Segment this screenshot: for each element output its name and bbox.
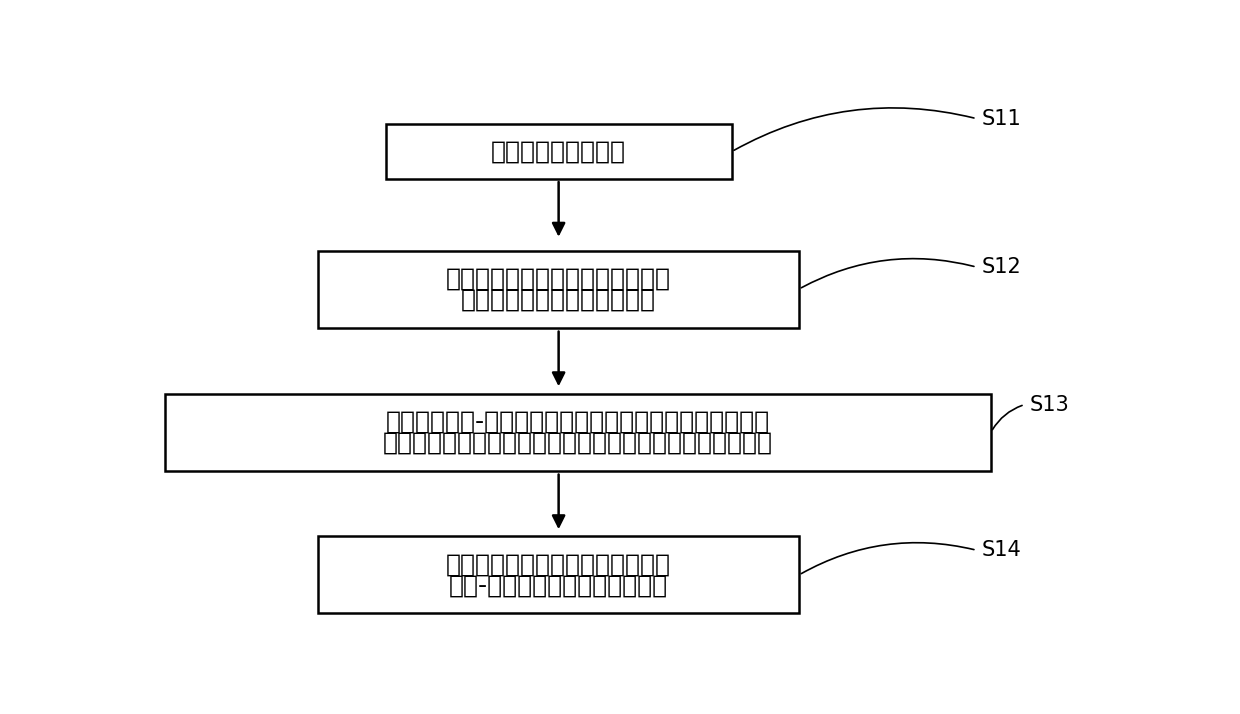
Text: 车辆自身的固有频率和阻尼比: 车辆自身的固有频率和阻尼比 xyxy=(461,288,656,311)
Bar xyxy=(165,393,991,471)
Text: S13: S13 xyxy=(1029,395,1069,415)
Text: 控制-位置传递函数实现位置跟踪: 控制-位置传递函数实现位置跟踪 xyxy=(449,573,668,598)
Bar xyxy=(319,536,799,613)
Text: S11: S11 xyxy=(982,109,1022,129)
Text: 通过设置前馈增益和反馈增益调整: 通过设置前馈增益和反馈增益调整 xyxy=(446,266,671,291)
Text: 车速反馈控制系统内稳定，并且逐渐地实现零速度跟踪误差: 车速反馈控制系统内稳定，并且逐渐地实现零速度跟踪误差 xyxy=(383,431,773,455)
Text: 在内模补偿器的作用下，使得车辆: 在内模补偿器的作用下，使得车辆 xyxy=(446,553,671,576)
Text: 建立车辆动力学模型: 建立车辆动力学模型 xyxy=(491,140,626,164)
Bar xyxy=(319,251,799,328)
Bar xyxy=(386,124,732,179)
Text: S12: S12 xyxy=(982,257,1022,277)
Text: S14: S14 xyxy=(982,540,1022,560)
Text: 建立车辆控制-速度传递函数与内模补偿器的闭环系统，使: 建立车辆控制-速度传递函数与内模补偿器的闭环系统，使 xyxy=(386,410,770,433)
